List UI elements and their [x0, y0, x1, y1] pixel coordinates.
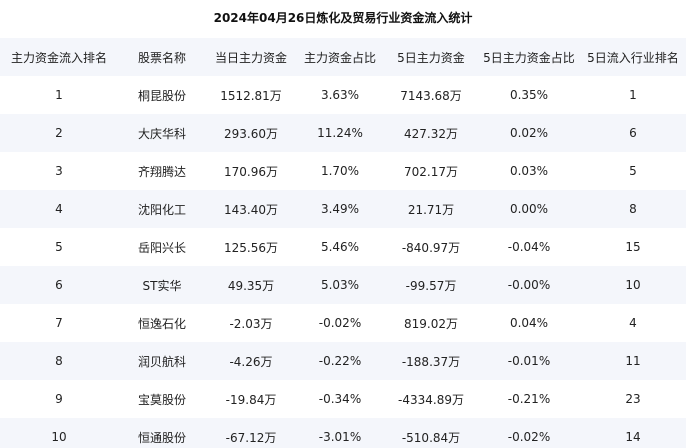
- cell-5day-main-fund-ratio: 0.03%: [509, 164, 549, 178]
- header-5day-main-fund-ratio: 5日主力资金占比: [483, 50, 575, 65]
- cell-5day-main-fund-ratio: 0.00%: [509, 202, 549, 216]
- header-main-fund-ratio: 主力资金占比: [303, 50, 376, 65]
- header-stock-name: 股票名称: [137, 50, 186, 65]
- fund-flow-table: 主力资金流入排名 股票名称 当日主力资金 主力资金占比 5日主力资金 5日主力资…: [0, 38, 686, 448]
- cell-daily-main-fund: 125.56万: [224, 240, 278, 255]
- cell-5day-main-fund: -510.84万: [401, 430, 461, 445]
- cell-stock-name: 齐翔腾达: [137, 164, 186, 179]
- cell-main-fund-ratio: 5.03%: [320, 278, 360, 292]
- cell-main-fund-ratio: -3.01%: [318, 430, 362, 444]
- cell-5day-main-fund: -840.97万: [401, 240, 461, 255]
- cell-main-fund-ratio: -0.34%: [318, 392, 362, 406]
- cell-5day-main-fund-ratio: 0.04%: [509, 316, 549, 330]
- table-row: 7 恒逸石化 -2.03万 -0.02% 819.02万 0.04% 4: [0, 304, 686, 342]
- cell-5day-main-fund-ratio: -0.00%: [507, 278, 551, 292]
- cell-main-fund-ratio: -0.02%: [318, 316, 362, 330]
- table-row: 1 桐昆股份 1512.81万 3.63% 7143.68万 0.35% 1: [0, 76, 686, 114]
- table-row: 8 润贝航科 -4.26万 -0.22% -188.37万 -0.01% 11: [0, 342, 686, 380]
- cell-daily-main-fund: 170.96万: [224, 164, 278, 179]
- cell-5day-main-fund: -99.57万: [405, 278, 457, 293]
- cell-rank: 4: [55, 202, 63, 216]
- cell-rank: 3: [55, 164, 63, 178]
- cell-main-fund-ratio: 1.70%: [320, 164, 360, 178]
- cell-5day-main-fund: 702.17万: [404, 164, 458, 179]
- cell-stock-name: 恒逸石化: [137, 316, 186, 331]
- cell-main-fund-ratio: 11.24%: [317, 126, 363, 140]
- cell-daily-main-fund: -2.03万: [229, 316, 273, 331]
- cell-stock-name: 润贝航科: [137, 354, 186, 369]
- cell-stock-name: ST实华: [142, 278, 182, 293]
- table-body: 1 桐昆股份 1512.81万 3.63% 7143.68万 0.35% 1 2 大庆华科 293…: [0, 76, 686, 448]
- cell-stock-name: 沈阳化工: [137, 202, 186, 217]
- cell-stock-name: 岳阳兴长: [137, 240, 186, 255]
- cell-stock-name: 恒通股份: [137, 430, 186, 445]
- cell-5day-industry-rank: 4: [629, 316, 637, 330]
- table-row: 6 ST实华 49.35万 5.03% -99.57万 -0.00% 10: [0, 266, 686, 304]
- cell-5day-industry-rank: 5: [629, 164, 637, 178]
- cell-5day-industry-rank: 14: [625, 430, 641, 444]
- cell-5day-industry-rank: 6: [629, 126, 637, 140]
- cell-rank: 5: [55, 240, 63, 254]
- cell-main-fund-ratio: -0.22%: [318, 354, 362, 368]
- cell-5day-main-fund-ratio: -0.21%: [507, 392, 551, 406]
- cell-main-fund-ratio: 5.46%: [320, 240, 360, 254]
- cell-rank: 9: [55, 392, 63, 406]
- table-row: 2 大庆华科 293.60万 11.24% 427.32万 0.02% 6: [0, 114, 686, 152]
- table-row: 5 岳阳兴长 125.56万 5.46% -840.97万 -0.04% 15: [0, 228, 686, 266]
- cell-daily-main-fund: 49.35万: [227, 278, 275, 293]
- cell-stock-name: 桐昆股份: [137, 88, 186, 103]
- cell-5day-main-fund: 819.02万: [404, 316, 458, 331]
- cell-5day-industry-rank: 15: [625, 240, 641, 254]
- cell-stock-name: 大庆华科: [137, 126, 186, 141]
- cell-5day-industry-rank: 1: [629, 88, 637, 102]
- table-header-row: 主力资金流入排名 股票名称 当日主力资金 主力资金占比 5日主力资金 5日主力资…: [0, 38, 686, 76]
- cell-5day-main-fund-ratio: 0.35%: [509, 88, 549, 102]
- cell-daily-main-fund: 1512.81万: [220, 88, 282, 103]
- cell-5day-main-fund: 7143.68万: [400, 88, 462, 103]
- table-row: 10 恒通股份 -67.12万 -3.01% -510.84万 -0.02% 14: [0, 418, 686, 448]
- cell-5day-main-fund: 427.32万: [404, 126, 458, 141]
- cell-5day-main-fund-ratio: -0.02%: [507, 430, 551, 444]
- cell-main-fund-ratio: 3.49%: [320, 202, 360, 216]
- page-title: 2024年04月26日炼化及贸易行业资金流入统计: [213, 11, 473, 25]
- cell-rank: 6: [55, 278, 63, 292]
- cell-5day-main-fund: -188.37万: [401, 354, 461, 369]
- header-5day-industry-rank: 5日流入行业排名: [587, 50, 679, 65]
- cell-5day-main-fund-ratio: -0.01%: [507, 354, 551, 368]
- header-daily-main-fund: 当日主力资金: [214, 50, 287, 65]
- cell-5day-main-fund: -4334.89万: [398, 392, 464, 407]
- cell-rank: 1: [55, 88, 63, 102]
- table-row: 9 宝莫股份 -19.84万 -0.34% -4334.89万 -0.21% 23: [0, 380, 686, 418]
- cell-5day-industry-rank: 8: [629, 202, 637, 216]
- cell-main-fund-ratio: 3.63%: [320, 88, 360, 102]
- cell-rank: 8: [55, 354, 63, 368]
- cell-5day-main-fund-ratio: 0.02%: [509, 126, 549, 140]
- table-row: 4 沈阳化工 143.40万 3.49% 21.71万 0.00% 8: [0, 190, 686, 228]
- cell-daily-main-fund: -67.12万: [225, 430, 277, 445]
- cell-daily-main-fund: -19.84万: [225, 392, 277, 407]
- cell-5day-industry-rank: 11: [625, 354, 641, 368]
- header-rank: 主力资金流入排名: [10, 50, 107, 65]
- cell-stock-name: 宝莫股份: [137, 392, 186, 407]
- cell-rank: 10: [51, 430, 67, 444]
- header-5day-main-fund: 5日主力资金: [397, 50, 465, 65]
- cell-5day-main-fund: 21.71万: [407, 202, 455, 217]
- cell-daily-main-fund: 293.60万: [224, 126, 278, 141]
- cell-daily-main-fund: -4.26万: [229, 354, 273, 369]
- cell-rank: 7: [55, 316, 63, 330]
- cell-daily-main-fund: 143.40万: [224, 202, 278, 217]
- cell-5day-industry-rank: 10: [625, 278, 641, 292]
- cell-rank: 2: [55, 126, 63, 140]
- cell-5day-main-fund-ratio: -0.04%: [507, 240, 551, 254]
- cell-5day-industry-rank: 23: [625, 392, 641, 406]
- table-row: 3 齐翔腾达 170.96万 1.70% 702.17万 0.03% 5: [0, 152, 686, 190]
